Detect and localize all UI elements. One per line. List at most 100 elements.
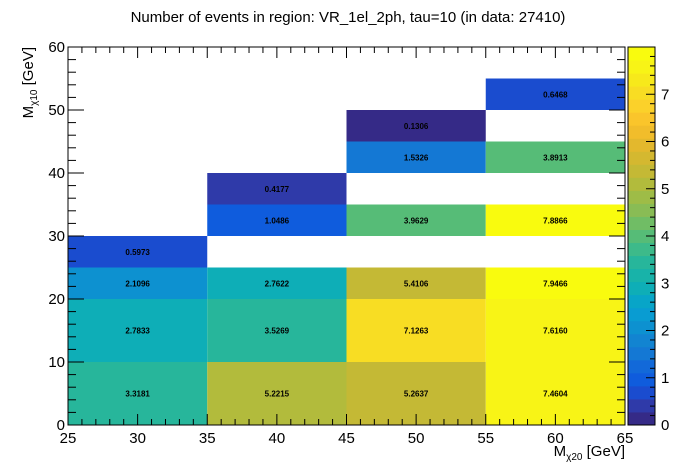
cell-value-label: 0.6468 xyxy=(543,90,568,99)
y-axis-title-sub: χ10 xyxy=(29,89,40,106)
color-scale-tick-label: 5 xyxy=(661,181,669,198)
color-scale-segment xyxy=(628,164,655,178)
y-tick-label: 10 xyxy=(48,354,65,371)
color-scale-segment xyxy=(628,333,655,348)
x-axis: 25 30 35 40 45 50 55 60 65 xyxy=(60,47,634,447)
cell-value-label: 2.7833 xyxy=(125,327,150,336)
x-axis-title-main: M xyxy=(554,443,567,460)
x-tick-label: 65 xyxy=(617,430,634,447)
color-scale-tick-label: 6 xyxy=(661,134,669,151)
color-scale-segment xyxy=(628,281,655,296)
color-scale-segment xyxy=(628,86,655,100)
heatmap-cell xyxy=(346,204,486,236)
x-axis-title-unit: [GeV] xyxy=(582,443,625,460)
cell-value-label: 7.1263 xyxy=(404,327,429,336)
color-scale-segment xyxy=(628,359,655,374)
heatmap-cell xyxy=(207,267,347,299)
x-axis-title: Mχ20 [GeV] xyxy=(554,443,625,463)
cell-value-label: 7.8866 xyxy=(543,216,568,225)
color-scale-segment xyxy=(628,190,655,204)
color-scale-segment xyxy=(628,398,655,413)
color-scale-tick-label: 1 xyxy=(661,370,669,387)
heatmap-cell xyxy=(207,173,347,205)
cell-value-label: 3.5269 xyxy=(265,327,290,336)
cell-value-label: 5.2637 xyxy=(404,390,429,399)
y-tick-label: 0 xyxy=(57,417,65,434)
cell-value-label: 7.9466 xyxy=(543,279,568,288)
color-scale-segment xyxy=(628,346,655,361)
color-scale-segment xyxy=(628,177,655,191)
color-scale-segment xyxy=(628,47,655,61)
cell-value-label: 0.1306 xyxy=(404,122,429,131)
color-scale-segment xyxy=(628,112,655,126)
color-scale-tick-label: 4 xyxy=(661,228,669,245)
y-axis-title-unit: [GeV] xyxy=(20,47,37,90)
y-axis-title: Mχ10 [GeV] xyxy=(20,47,40,118)
x-tick-label: 25 xyxy=(60,430,77,447)
color-scale-segment xyxy=(628,60,655,74)
x-tick-label: 40 xyxy=(269,430,286,447)
cell-value-label: 3.8913 xyxy=(543,153,568,162)
y-tick-label: 50 xyxy=(48,102,65,119)
color-scale-segment xyxy=(628,203,655,217)
heatmap-cell xyxy=(207,204,347,236)
cell-labels: 3.3181 5.2215 5.2637 7.4604 2.7833 3.5269 7.12… xyxy=(125,90,568,398)
heatmap-cell xyxy=(485,141,625,173)
x-tick-label: 60 xyxy=(547,430,564,447)
color-scale-segment xyxy=(628,138,655,152)
heatmap-cell xyxy=(346,110,486,142)
y-tick-label: 30 xyxy=(48,228,65,245)
color-scale-segment xyxy=(628,411,655,426)
heatmap-cell xyxy=(68,299,208,362)
color-scale-segment xyxy=(628,307,655,322)
color-scale-segment xyxy=(628,372,655,387)
color-scale-segment xyxy=(628,242,655,257)
x-tick-label: 35 xyxy=(199,430,216,447)
x-tick-label: 30 xyxy=(129,430,146,447)
heatmap-cell xyxy=(346,141,486,173)
cell-value-label: 5.2215 xyxy=(265,390,290,399)
cell-value-label: 5.4106 xyxy=(404,279,429,288)
cell-value-label: 0.4177 xyxy=(265,185,290,194)
heatmap-cell xyxy=(485,299,625,362)
x-tick-label: 45 xyxy=(338,430,355,447)
color-scale-tick-label: 7 xyxy=(661,86,669,103)
heatmap-cell xyxy=(485,267,625,299)
x-tick-label: 55 xyxy=(477,430,494,447)
cell-value-label: 1.0486 xyxy=(265,216,290,225)
cell-value-label: 7.6160 xyxy=(543,327,568,336)
color-scale-segment xyxy=(628,216,655,230)
color-scale-segment xyxy=(628,73,655,87)
heatmap-cell xyxy=(346,299,486,362)
cell-value-label: 3.3181 xyxy=(125,390,150,399)
color-scale-segment xyxy=(628,320,655,335)
color-scale-tick-label: 3 xyxy=(661,275,669,292)
color-scale-segment xyxy=(628,294,655,309)
heatmap-cell xyxy=(346,267,486,299)
heatmap-cell xyxy=(485,78,625,110)
heatmap-cell xyxy=(68,267,208,299)
cell-value-label: 2.1096 xyxy=(125,279,150,288)
color-scale-segment xyxy=(628,99,655,113)
y-tick-label: 60 xyxy=(48,39,65,56)
color-scale-segment xyxy=(628,229,655,244)
cell-value-label: 7.4604 xyxy=(543,390,568,399)
color-scale-bar: 0 1 2 3 4 5 6 7 xyxy=(627,46,669,434)
heatmap-cell xyxy=(485,204,625,236)
cell-value-label: 0.5973 xyxy=(125,248,150,257)
y-axis: 0 10 20 30 40 50 60 xyxy=(48,39,625,434)
color-scale-segment xyxy=(628,385,655,400)
y-axis-title-main: M xyxy=(20,106,37,119)
color-scale-tick-label: 2 xyxy=(661,323,669,340)
color-scale-segment xyxy=(628,255,655,270)
y-tick-label: 20 xyxy=(48,291,65,308)
chart-title: Number of events in region: VR_1el_2ph, … xyxy=(131,9,566,26)
color-scale-segment xyxy=(628,151,655,165)
x-axis-title-sub: χ20 xyxy=(566,452,583,463)
x-tick-label: 50 xyxy=(408,430,425,447)
color-scale-segment xyxy=(628,268,655,283)
heatmap-cell xyxy=(68,236,208,268)
cell-value-label: 1.5326 xyxy=(404,153,429,162)
cell-value-label: 2.7622 xyxy=(265,279,290,288)
